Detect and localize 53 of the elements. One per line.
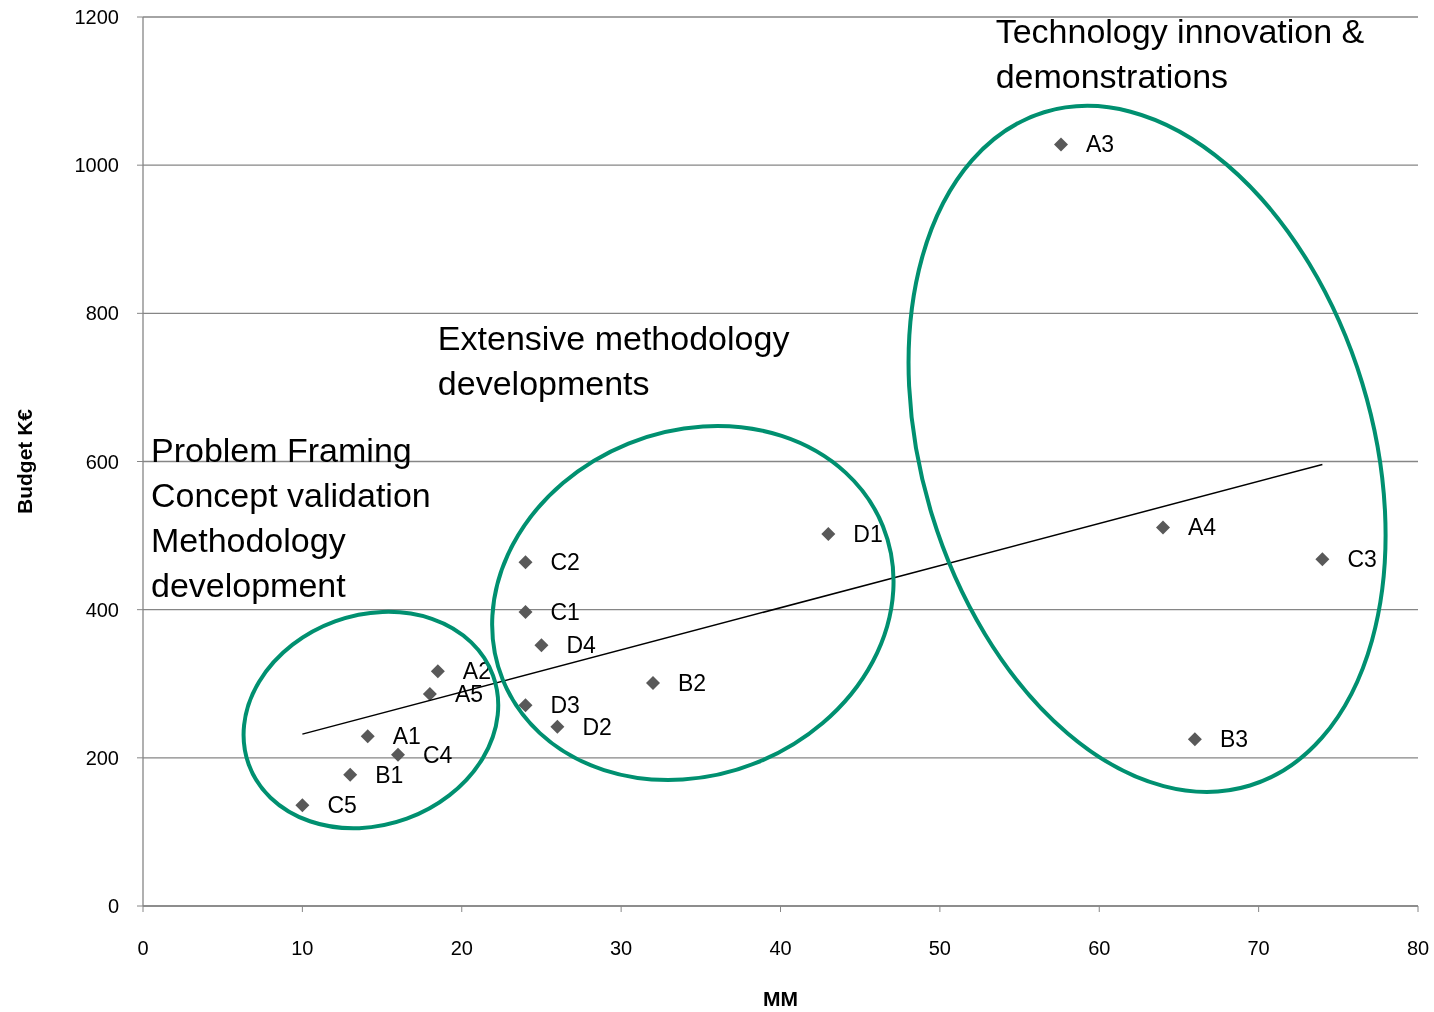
point: [422, 687, 437, 702]
x-tick-label: 0: [137, 937, 149, 959]
point: [1187, 732, 1202, 747]
point: [518, 698, 533, 713]
point: [646, 676, 660, 691]
data-label: A4: [1188, 514, 1217, 541]
data-label: B1: [375, 761, 404, 788]
x-tick-label: 50: [928, 937, 951, 959]
annotation: Problem Framing Concept validation Methodology development: [150, 430, 431, 604]
data-label: C5: [327, 792, 357, 819]
data-label: C1: [550, 598, 580, 625]
y-tick-label: 0: [107, 895, 119, 917]
x-tick-label: 40: [769, 937, 792, 959]
annotation: Extensive methodology developments: [437, 319, 790, 403]
data-label: D1: [853, 521, 883, 548]
point: [360, 729, 375, 744]
data-label: C2: [550, 549, 580, 576]
point: [391, 747, 405, 762]
y-tick-label: 600: [85, 450, 119, 473]
data-label: D4: [566, 632, 597, 659]
point: [343, 767, 358, 782]
y-tick-label: 400: [85, 598, 119, 621]
data-label: C3: [1347, 546, 1377, 573]
data-label: B3: [1219, 726, 1249, 753]
x-tick-label: 60: [1088, 937, 1111, 959]
y-tick-label: 800: [85, 302, 119, 325]
annotation: Technology innovation & demonstrations: [995, 11, 1365, 95]
data-label: C4: [423, 741, 453, 768]
y-tick-label: 1000: [74, 154, 119, 177]
data-label: A1: [392, 723, 421, 750]
point: [1054, 137, 1068, 152]
y-tick-label: 1200: [74, 6, 119, 28]
x-tick-label: 20: [450, 937, 473, 959]
point: [518, 604, 533, 619]
y-tick-label: 200: [85, 746, 119, 769]
data-label: A3: [1086, 131, 1115, 158]
x-tick-label: 70: [1247, 937, 1270, 959]
point: [295, 798, 310, 813]
x-tick-label: 30: [610, 937, 633, 959]
point: [1315, 552, 1330, 567]
y-axis-title: Budget K€: [13, 408, 36, 514]
x-tick-label: 10: [291, 937, 314, 959]
point: [534, 638, 549, 653]
point: [518, 555, 533, 570]
point: [821, 527, 836, 542]
point: [430, 664, 445, 679]
data-label: B2: [678, 670, 707, 697]
x-axis-title: MM: [763, 987, 798, 1010]
x-tick-label: 80: [1406, 937, 1430, 959]
data-label: D3: [550, 692, 580, 719]
point: [1156, 520, 1170, 535]
point: [550, 719, 565, 734]
data-label: D2: [582, 713, 612, 740]
